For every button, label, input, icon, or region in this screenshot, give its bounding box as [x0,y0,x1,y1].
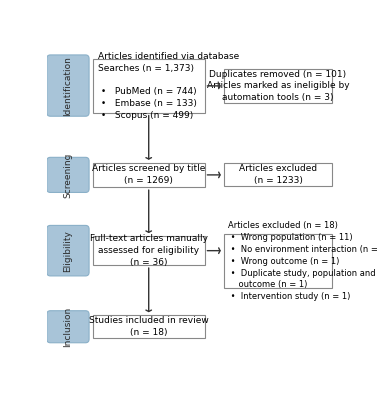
Bar [93,59,205,113]
FancyBboxPatch shape [47,55,89,116]
FancyBboxPatch shape [47,226,89,276]
Text: Articles identified via database
Searches (n = 1,373)

 •   PubMed (n = 744)
 • : Articles identified via database Searche… [98,52,239,120]
Bar [93,236,205,265]
Bar [93,162,205,187]
Text: Inclusion: Inclusion [63,307,72,347]
Text: Full-text articles manually
assessed for eligibility
(n = 36): Full-text articles manually assessed for… [90,234,208,267]
Text: Studies included in review
(n = 18): Studies included in review (n = 18) [89,316,208,337]
Text: Articles excluded
(n = 1233): Articles excluded (n = 1233) [239,164,317,185]
FancyBboxPatch shape [47,157,89,192]
Text: Duplicates removed (n = 101)
Articles marked as ineligible by
automation tools (: Duplicates removed (n = 101) Articles ma… [207,70,349,102]
Text: Articles screened by title
(n = 1269): Articles screened by title (n = 1269) [92,164,205,185]
Text: Identification: Identification [63,56,72,116]
Bar [224,163,332,186]
Text: Screening: Screening [63,152,72,198]
Bar [224,234,332,288]
Bar [93,315,205,338]
Text: Eligibility: Eligibility [63,230,72,272]
Text: Articles excluded (n = 18)
 •  Wrong population (n = 11)
 •  No environment inte: Articles excluded (n = 18) • Wrong popul… [228,221,379,301]
FancyBboxPatch shape [47,311,89,343]
Bar [224,69,332,103]
